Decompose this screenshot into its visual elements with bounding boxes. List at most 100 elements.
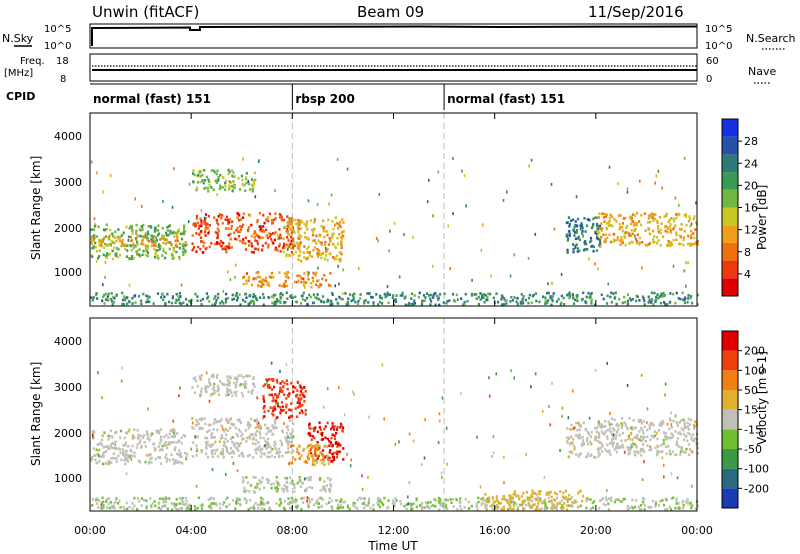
scatter-cell	[291, 429, 294, 433]
scatter-cell	[568, 222, 571, 226]
scatter-cell	[171, 295, 175, 298]
scatter-cell	[142, 243, 145, 246]
scatter-cell	[177, 439, 180, 443]
scatter-cell	[241, 432, 244, 436]
scatter-cell	[299, 386, 302, 389]
scatter-cell	[154, 226, 157, 230]
scatter-cell	[266, 384, 269, 387]
scatter-cell	[621, 431, 624, 435]
scatter-cell	[318, 426, 322, 429]
scatter-cell	[154, 253, 157, 256]
scatter-cell	[594, 426, 597, 430]
scatter-cell	[677, 445, 680, 448]
colorbar-tick-label: -15	[744, 423, 762, 436]
scatter-cell	[342, 230, 345, 233]
scatter-cell	[547, 493, 550, 496]
scatter-cell	[212, 497, 216, 501]
scatter-cell	[273, 440, 276, 444]
scatter-cell	[590, 291, 593, 295]
scatter-cell	[669, 223, 672, 226]
scatter-cell	[183, 451, 187, 455]
scatter-cell	[288, 436, 291, 440]
scatter-cell	[318, 477, 322, 480]
scatter-cell	[182, 247, 185, 250]
scatter-cell	[217, 393, 221, 397]
scatter-cell	[288, 254, 291, 257]
scatter-cell	[551, 281, 553, 285]
freq-label-1: Freq.	[20, 56, 45, 67]
scatter-cell	[336, 425, 339, 429]
scatter-cell	[281, 454, 284, 458]
scatter-cell	[94, 458, 97, 462]
colorbar-swatch	[722, 172, 738, 190]
scatter-cell	[232, 297, 236, 301]
scatter-cell	[662, 438, 665, 442]
scatter-cell	[646, 435, 649, 439]
scatter-cell	[90, 236, 93, 240]
scatter-cell	[284, 300, 287, 304]
scatter-cell	[621, 301, 624, 305]
scatter-cell	[242, 238, 245, 241]
scatter-cell	[479, 485, 482, 489]
scatter-cell	[689, 236, 693, 240]
scatter-cell	[546, 506, 549, 510]
scatter-cell	[503, 497, 506, 500]
scatter-cell	[280, 236, 283, 240]
scatter-cell	[182, 433, 185, 437]
scatter-cell	[179, 453, 182, 457]
scatter-cell	[133, 504, 136, 507]
scatter-cell	[204, 387, 207, 391]
scatter-cell	[401, 291, 404, 295]
scatter-cell	[575, 453, 578, 456]
scatter-cell	[136, 428, 139, 432]
scatter-cell	[152, 239, 155, 242]
scatter-cell	[222, 501, 226, 504]
scatter-cell	[316, 501, 319, 505]
scatter-cell	[288, 392, 291, 395]
scatter-cell	[231, 455, 234, 459]
scatter-cell	[108, 506, 111, 510]
scatter-cell	[573, 446, 576, 450]
scatter-cell	[195, 444, 198, 447]
scatter-cell	[318, 446, 321, 450]
scatter-cell	[184, 434, 187, 438]
scatter-cell	[686, 242, 690, 246]
scatter-cell	[110, 457, 113, 460]
scatter-cell	[625, 226, 628, 230]
scatter-cell	[236, 296, 239, 300]
scatter-cell	[179, 507, 183, 511]
scatter-cell	[513, 490, 516, 493]
scatter-cell	[485, 507, 488, 511]
scatter-cell	[295, 280, 298, 284]
scatter-cell	[132, 242, 135, 246]
scatter-cell	[653, 291, 656, 295]
colorbar-swatch	[722, 468, 738, 489]
scatter-cell	[154, 251, 157, 255]
scatter-cell	[679, 432, 682, 436]
scatter-cell	[561, 414, 563, 418]
scatter-cell	[644, 439, 647, 443]
scatter-cell	[683, 229, 686, 233]
scatter-cell	[111, 234, 115, 238]
scatter-cell	[565, 504, 568, 507]
scatter-cell	[683, 438, 686, 442]
scatter-cell	[163, 295, 166, 299]
scatter-cell	[495, 505, 498, 509]
scatter-cell	[278, 271, 281, 274]
nsky-trace	[91, 25, 698, 46]
scatter-cell	[312, 301, 315, 305]
scatter-cell	[611, 224, 614, 228]
scatter-cell	[200, 229, 203, 233]
scatter-cell	[683, 156, 686, 160]
scatter-cell	[607, 282, 610, 286]
scatter-cell	[168, 432, 171, 436]
scatter-cell	[351, 294, 354, 297]
scatter-cell	[277, 447, 280, 451]
scatter-cell	[294, 498, 297, 502]
scatter-cell	[655, 241, 659, 245]
scatter-cell	[622, 229, 625, 233]
scatter-cell	[198, 394, 202, 398]
scatter-cell	[653, 217, 657, 221]
scatter-cell	[266, 501, 270, 504]
scatter-cell	[678, 203, 680, 207]
